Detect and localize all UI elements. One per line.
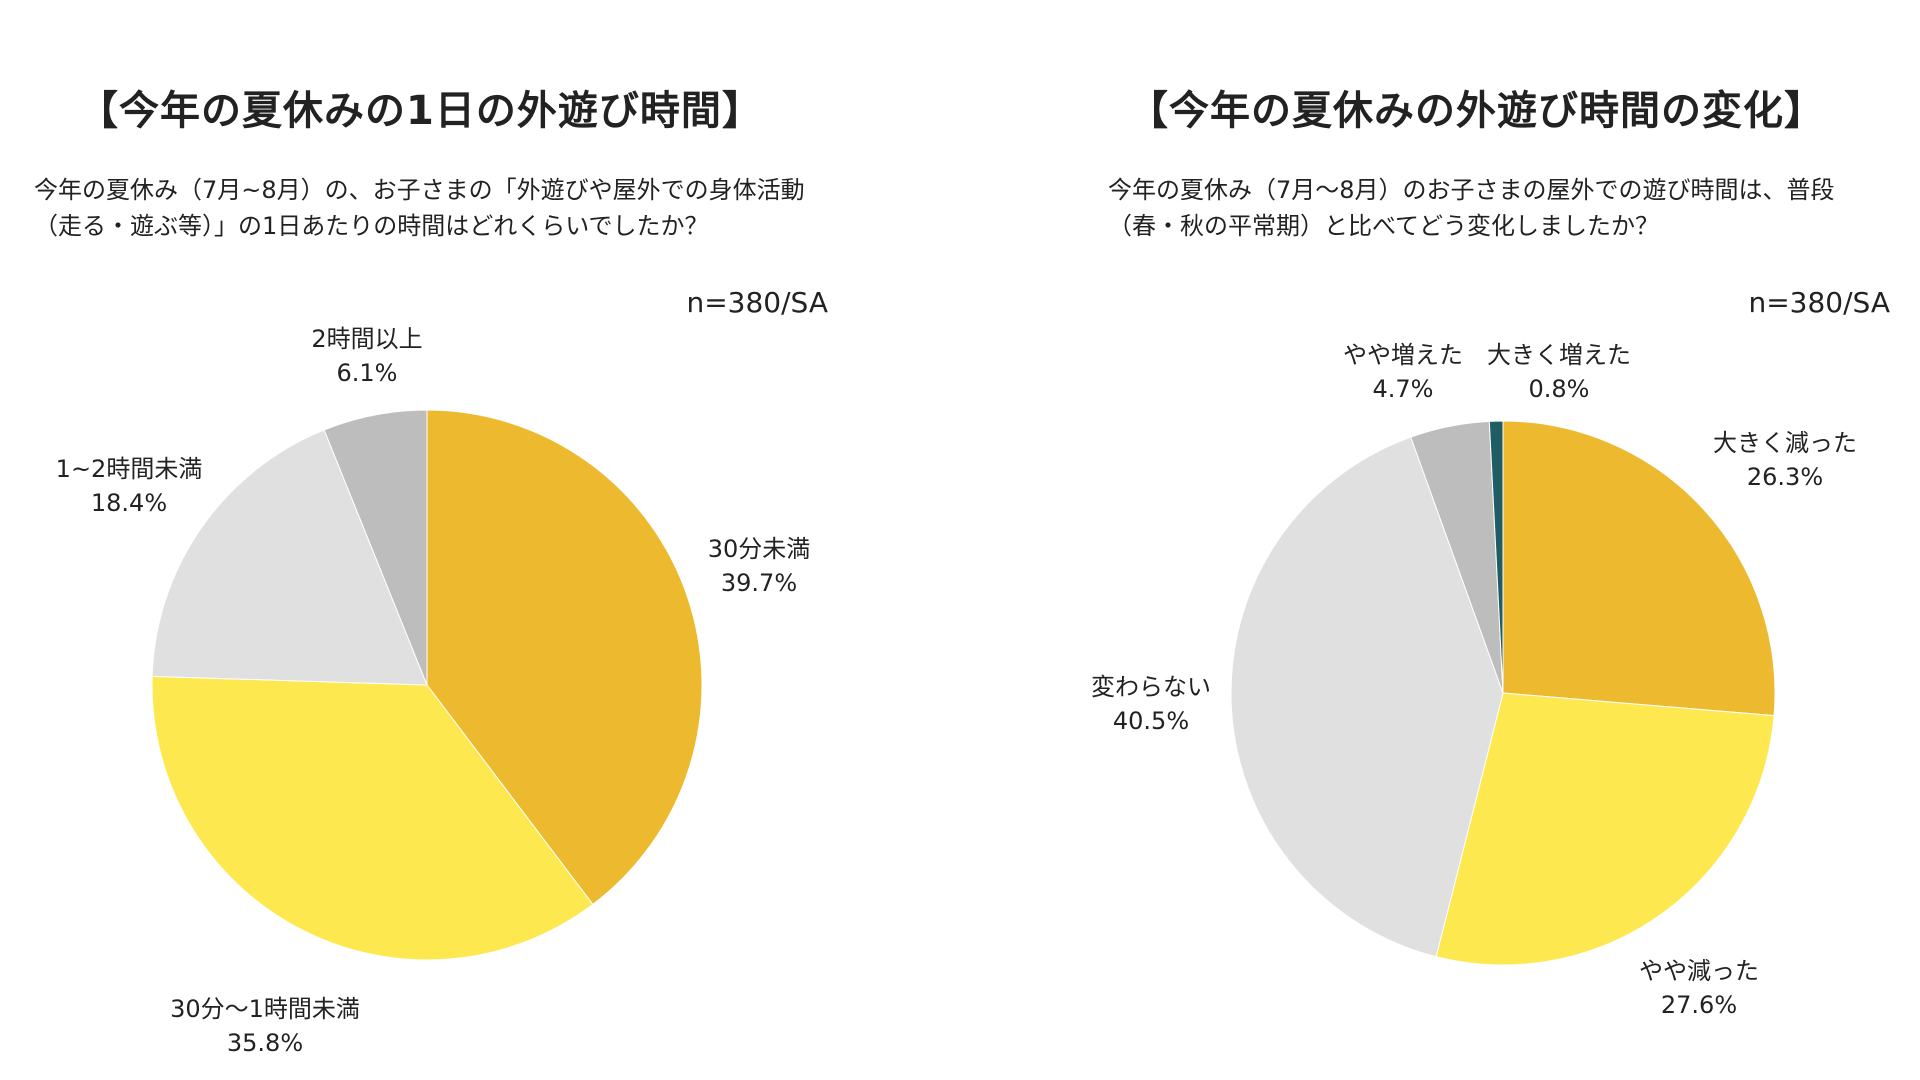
sample-size-note: n=380/SA <box>1748 286 1890 319</box>
slice-category-label: やや増えた <box>1343 341 1463 369</box>
chart-title: 【今年の夏休みの外遊び時間の変化】 <box>1128 88 1825 134</box>
slice-category-label: 30分〜1時間未満 <box>170 995 360 1023</box>
pie-chart: 大きく減った 26.3% やや減った 27.6% 変わらない 40.5% やや増えた 4.7%… <box>1091 341 1857 1019</box>
slice-value-label: 6.1% <box>337 359 398 387</box>
chart-title: 【今年の夏休みの1日の外遊び時間】 <box>78 88 763 134</box>
pie-slice <box>1435 692 1775 966</box>
slice-value-label: 18.4% <box>91 489 167 517</box>
chart-panel-outdoor-time-change: 【今年の夏休みの外遊び時間の変化】 今年の夏休み（7月〜8月）のお子さまの屋外で… <box>960 0 1920 1080</box>
slice-value-label: 39.7% <box>721 569 797 597</box>
pie-slice <box>151 429 428 686</box>
survey-question: 今年の夏休み（7月〜8月）のお子さまの屋外での遊び時間は、普段（春・秋の平常期）… <box>1108 176 1835 240</box>
pie-chart: 30分未満 39.7% 30分〜1時間未満 35.8% 1~2時間未満 18.4% 2時間以… <box>56 325 811 1057</box>
slice-value-label: 35.8% <box>227 1029 303 1057</box>
slice-category-label: 30分未満 <box>708 535 811 563</box>
slice-category-label: 1~2時間未満 <box>56 455 203 483</box>
slice-category-label: 大きく減った <box>1713 429 1857 457</box>
pie-slice <box>1488 420 1504 694</box>
pie-slice <box>1230 436 1504 958</box>
survey-question: 今年の夏休み（7月~8月）の、お子さまの「外遊びや屋外での身体活動（走る・遊ぶ等… <box>34 176 805 240</box>
pie-slice <box>151 675 594 961</box>
pie-slice <box>426 409 703 906</box>
pie-slice <box>323 409 428 686</box>
slice-category-label: やや減った <box>1639 957 1759 985</box>
chart-panel-daily-outdoor-time: 【今年の夏休みの1日の外遊び時間】 今年の夏休み（7月~8月）の、お子さまの「外… <box>34 88 828 1057</box>
slice-value-label: 4.7% <box>1373 375 1434 403</box>
slice-value-label: 40.5% <box>1113 707 1189 735</box>
sample-size-note: n=380/SA <box>686 286 828 319</box>
pie-slice <box>1502 420 1776 717</box>
slice-category-label: 2時間以上 <box>311 325 422 353</box>
slice-category-label: 大きく増えた <box>1487 341 1631 369</box>
slice-value-label: 27.6% <box>1661 991 1737 1019</box>
slice-value-label: 26.3% <box>1747 463 1823 491</box>
slice-category-label: 変わらない <box>1091 673 1211 701</box>
slice-value-label: 0.8% <box>1529 375 1590 403</box>
